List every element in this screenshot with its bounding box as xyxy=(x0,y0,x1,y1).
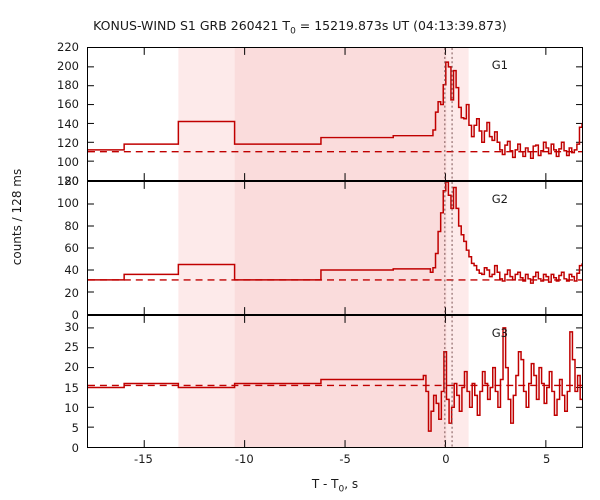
y-tick-label: 100 xyxy=(57,196,79,211)
y-tick-label: 200 xyxy=(57,59,79,74)
chart-title-rest: = 15219.873s UT (04:13:39.873) xyxy=(295,18,507,33)
shaded-band-t90-outer xyxy=(178,48,235,180)
plot-area-g2 xyxy=(88,182,582,314)
panel-label-g3: G3 xyxy=(491,326,508,340)
shaded-band-t90-inner xyxy=(234,316,469,447)
y-tick-label: 80 xyxy=(64,174,79,188)
y-tick-label: 15 xyxy=(64,380,79,395)
plot-area-g1 xyxy=(88,48,582,180)
x-axis-label-rest: , s xyxy=(344,477,359,491)
plot-panel-g3 xyxy=(87,315,583,448)
y-tick-label: 80 xyxy=(64,218,79,233)
x-tick-label: -15 xyxy=(134,452,153,466)
x-axis-label: T - T0, s xyxy=(87,477,583,494)
y-tick-label: 180 xyxy=(57,78,79,93)
x-tick-label: 0 xyxy=(442,452,450,466)
x-axis-label-subscript: 0 xyxy=(338,484,345,495)
y-tick-label: 5 xyxy=(71,420,79,435)
plot-area-g3 xyxy=(88,316,582,447)
light-curve-g3 xyxy=(88,327,582,432)
shaded-band-peak-window xyxy=(446,48,469,180)
shaded-band-t90-inner xyxy=(234,182,469,314)
shaded-band-t90-outer xyxy=(178,316,235,447)
y-tick-label: 30 xyxy=(64,320,79,335)
y-tick-label: 0 xyxy=(71,441,79,455)
panel-label-g2: G2 xyxy=(491,192,508,206)
chart-title-main: KONUS-WIND S1 GRB 260421 T xyxy=(93,18,291,33)
x-axis-label-main: T - T xyxy=(311,477,339,491)
light-curve-g1 xyxy=(88,61,582,160)
shaded-band-t90-outer xyxy=(178,182,235,314)
y-tick-label: 100 xyxy=(57,154,79,169)
y-tick-label: 20 xyxy=(64,360,79,375)
y-tick-label: 140 xyxy=(57,116,79,131)
chart-title: KONUS-WIND S1 GRB 260421 T0 = 15219.873s… xyxy=(0,18,600,37)
shaded-band-t90-inner xyxy=(234,48,469,180)
panel-label-g1: G1 xyxy=(491,58,508,72)
y-tick-label: 120 xyxy=(57,135,79,150)
shaded-band-peak-window xyxy=(446,182,469,314)
chart-title-subscript: 0 xyxy=(290,26,296,37)
y-tick-label: 0 xyxy=(71,308,79,322)
y-tick-label: 160 xyxy=(57,97,79,112)
y-tick-label: 25 xyxy=(64,340,79,355)
y-tick-label: 220 xyxy=(57,40,79,54)
y-tick-label: 120 xyxy=(57,174,79,188)
plot-panel-g2 xyxy=(87,181,583,315)
y-tick-label: 60 xyxy=(64,241,79,255)
light-curve-g2 xyxy=(88,182,582,284)
y-tick-label: 20 xyxy=(64,285,79,300)
x-tick-label: -5 xyxy=(339,452,351,466)
y-tick-label: 10 xyxy=(64,400,79,415)
y-tick-label: 40 xyxy=(64,263,79,278)
x-tick-label: 5 xyxy=(543,452,551,466)
plot-panel-g1 xyxy=(87,47,583,181)
x-tick-label: -10 xyxy=(234,452,254,466)
